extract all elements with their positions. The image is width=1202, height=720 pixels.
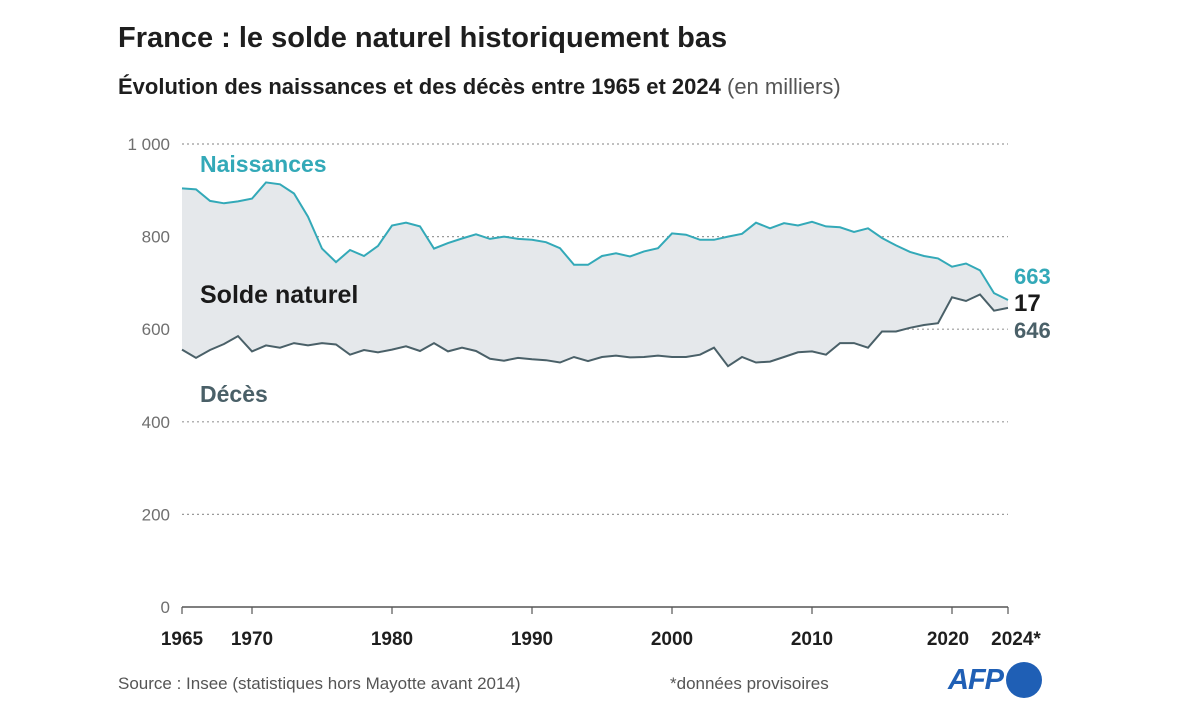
x-axis: 1965 1970 1980 1990 2000 2010 2020 2024* xyxy=(161,606,1041,650)
series-line-naissances xyxy=(181,181,1009,301)
series-line-deces xyxy=(181,293,1009,368)
afp-logo: AFP xyxy=(948,662,1042,698)
x-tick-label: 1980 xyxy=(371,629,413,650)
series-label-naissances: Naissances xyxy=(200,151,327,177)
x-tick-label: 1990 xyxy=(511,629,553,650)
subtitle-text: Évolution des naissances et des décès en… xyxy=(118,74,721,99)
end-label-naissances: 663 xyxy=(1014,264,1051,289)
y-tick-label: 800 xyxy=(142,228,170,247)
y-tick-label: 200 xyxy=(142,505,170,524)
x-tick-label: 2010 xyxy=(791,629,833,650)
subtitle-unit: (en milliers) xyxy=(727,74,841,99)
provisional-note: *données provisoires xyxy=(670,674,829,693)
chart-subtitle: Évolution des naissances et des décès en… xyxy=(118,74,841,100)
chart-title: France : le solde naturel historiquement… xyxy=(118,22,728,54)
source-note: Source : Insee (statistiques hors Mayott… xyxy=(118,674,521,693)
y-tick-label: 0 xyxy=(161,598,170,617)
x-tick-label: 2020 xyxy=(927,629,969,650)
y-tick-label: 1 000 xyxy=(127,135,170,154)
series-label-deces: Décès xyxy=(200,381,268,407)
logo-text: AFP xyxy=(948,663,1004,696)
x-tick-label: 2000 xyxy=(651,629,693,650)
band-label: Solde naturel xyxy=(200,281,358,309)
y-axis: 0 200 400 600 800 1 000 xyxy=(127,135,170,617)
x-tick-label: 1965 xyxy=(161,629,204,650)
x-tick-label: 2024* xyxy=(991,629,1041,650)
end-label-deces: 646 xyxy=(1014,318,1051,343)
y-tick-label: 400 xyxy=(142,413,170,432)
end-label-solde: 17 xyxy=(1014,290,1041,317)
y-tick-label: 600 xyxy=(142,320,170,339)
solde-naturel-area xyxy=(182,182,1008,367)
x-tick-label: 1970 xyxy=(231,629,273,650)
logo-dot-icon xyxy=(1006,662,1042,698)
